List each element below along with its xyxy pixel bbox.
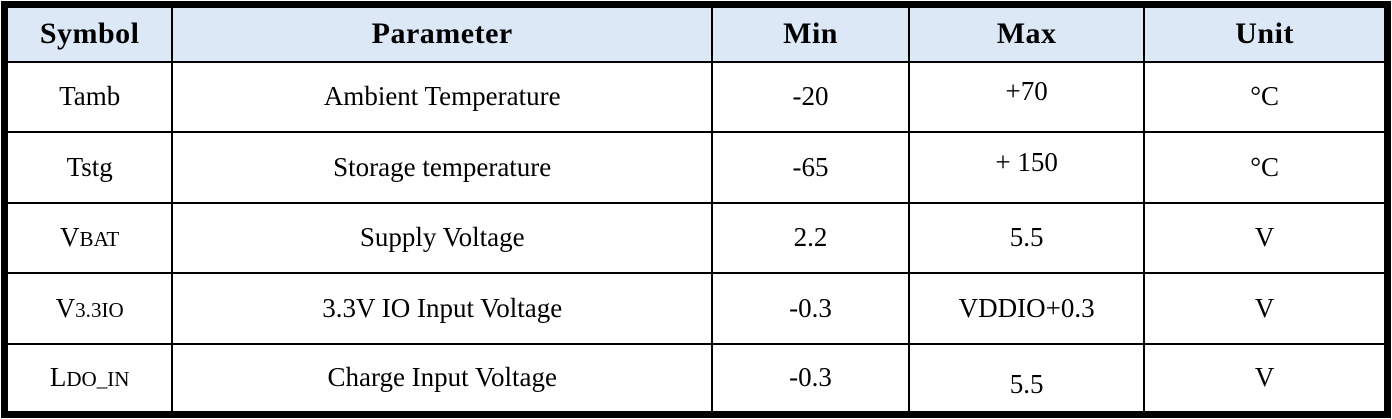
column-header-unit: Unit [1143,3,1389,63]
table-row: VBAT Supply Voltage 2.2 5.5 V [3,201,1389,275]
unit-cell: V [1143,272,1389,345]
max-cell: VDDIO+0.3 [908,272,1146,345]
parameter-cell: Storage temperature [171,131,714,204]
column-header-max: Max [908,3,1146,63]
parameter-cell: 3.3V IO Input Voltage [171,272,714,345]
parameter-cell: Supply Voltage [171,201,714,275]
table-row: Tstg Storage temperature -65 + 150 °C [3,131,1389,204]
min-cell: -20 [711,60,911,134]
unit-cell: °C [1143,60,1389,134]
max-value: + 150 [995,146,1058,177]
unit-cell: °C [1143,131,1389,204]
table-row: Tamb Ambient Temperature -20 +70 °C [3,60,1389,134]
parameter-cell: Charge Input Voltage [171,342,714,416]
symbol-sub: 3.3IO [75,298,124,323]
symbol-base: V [60,222,80,253]
max-value: +70 [1005,76,1048,107]
symbol-base: Tamb [59,81,121,112]
symbol-base: V [55,293,76,324]
column-header-min: Min [711,3,911,63]
max-cell: +70 [908,60,1146,134]
symbol-cell: LDO_IN [3,342,174,416]
symbol-cell: Tstg [3,131,174,204]
min-cell: -0.3 [711,272,911,345]
symbol-sub: DO_IN [66,367,130,392]
max-cell: + 150 [908,131,1146,204]
min-cell: -0.3 [711,342,911,416]
parameter-cell: Ambient Temperature [171,60,714,134]
column-header-symbol: Symbol [3,3,174,63]
unit-cell: V [1143,342,1389,416]
table-header-row: Symbol Parameter Min Max Unit [3,3,1389,63]
min-cell: -65 [711,131,911,204]
table-row: LDO_IN Charge Input Voltage -0.3 5.5 V [3,342,1389,416]
symbol-base: Tstg [66,151,113,182]
max-cell: 5.5 [908,342,1146,416]
column-header-parameter: Parameter [171,3,714,63]
max-value: VDDIO+0.3 [958,293,1095,324]
max-value: 5.5 [1009,222,1044,253]
symbol-cell: Tamb [3,60,174,134]
unit-cell: V [1143,201,1389,275]
symbol-cell: VBAT [3,201,174,275]
symbol-cell: V3.3IO [3,272,174,345]
max-value: 5.5 [1009,369,1044,400]
max-cell: 5.5 [908,201,1146,275]
table-row: V3.3IO 3.3V IO Input Voltage -0.3 VDDIO+… [3,272,1389,345]
symbol-sub: BAT [79,227,120,252]
min-cell: 2.2 [711,201,911,275]
symbol-base: L [49,362,67,393]
